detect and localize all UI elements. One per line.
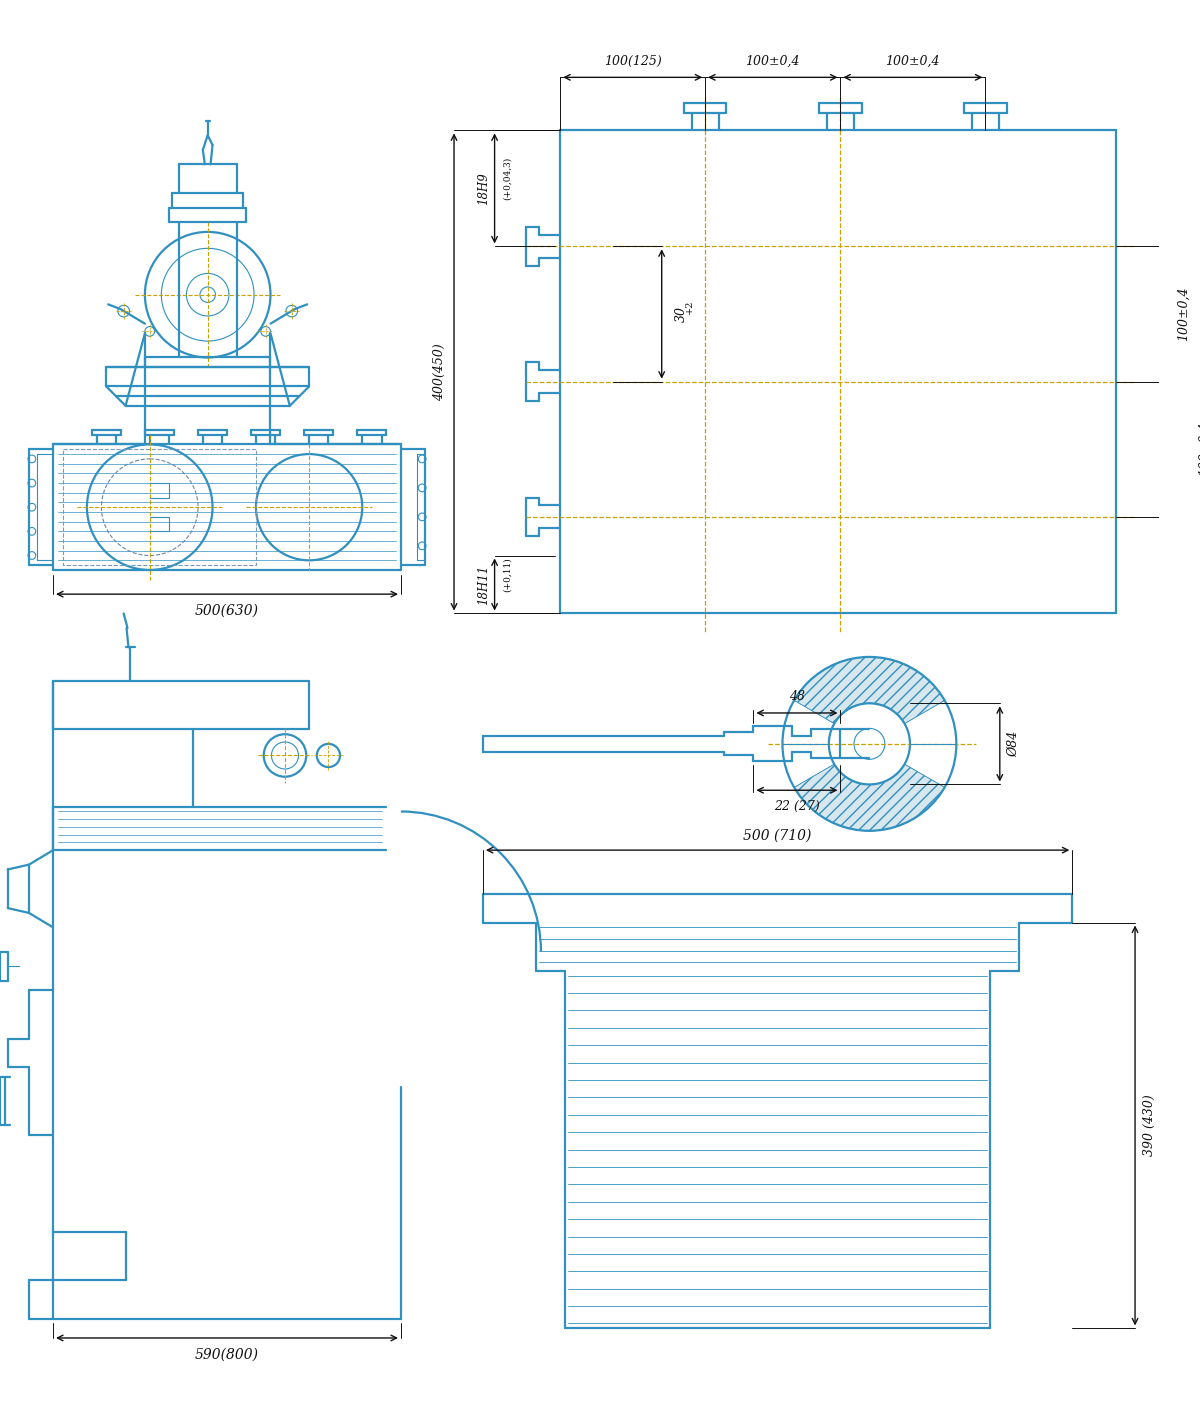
Text: +2: +2 xyxy=(685,299,694,313)
Text: 500 (710): 500 (710) xyxy=(744,829,812,843)
Wedge shape xyxy=(794,765,944,830)
Text: 100±0,4: 100±0,4 xyxy=(745,54,800,68)
Text: 30: 30 xyxy=(676,306,689,322)
Text: 18H11: 18H11 xyxy=(476,564,490,605)
Text: 48: 48 xyxy=(788,691,805,703)
Text: 22 (27): 22 (27) xyxy=(774,800,820,813)
Text: 500(630): 500(630) xyxy=(196,604,259,618)
Wedge shape xyxy=(794,656,944,723)
Bar xyxy=(62,449,256,565)
Text: 100(125): 100(125) xyxy=(604,54,661,68)
Text: 100±0,4: 100±0,4 xyxy=(1198,422,1200,477)
Text: 390 (430): 390 (430) xyxy=(1142,1095,1156,1156)
Text: 100±0,4: 100±0,4 xyxy=(886,54,940,68)
Text: 100±0,4: 100±0,4 xyxy=(1176,286,1189,342)
Bar xyxy=(560,131,1116,614)
Text: 400(450): 400(450) xyxy=(433,343,446,400)
Text: 590(800): 590(800) xyxy=(196,1347,259,1361)
Text: (+0,04,3): (+0,04,3) xyxy=(503,157,511,201)
Text: Ø84: Ø84 xyxy=(1008,731,1020,758)
Text: (+0,11): (+0,11) xyxy=(503,557,511,592)
Text: 18H9: 18H9 xyxy=(476,172,490,205)
